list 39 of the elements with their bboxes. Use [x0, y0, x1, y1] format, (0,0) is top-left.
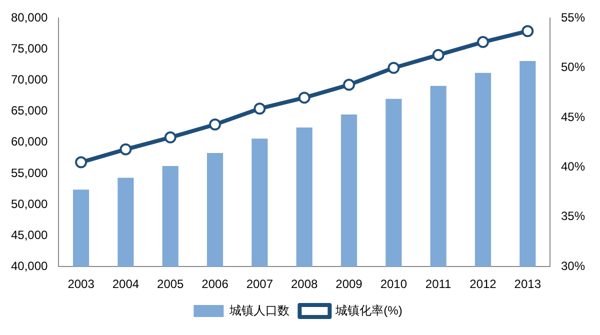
- x-tick-label: 2004: [112, 277, 140, 292]
- point: [254, 102, 266, 115]
- point: [343, 78, 356, 91]
- y-tick-label: 40,000: [11, 258, 48, 273]
- x-tick-label: 2008: [290, 277, 318, 292]
- y2-tick-label: 55%: [560, 10, 586, 25]
- y-tick-label: 45,000: [11, 228, 48, 242]
- x-tick-label: 2003: [68, 277, 95, 292]
- x-tick-label: 2011: [425, 277, 452, 292]
- point: [120, 143, 132, 156]
- point: [164, 131, 176, 144]
- x-tick-label: 2005: [157, 277, 184, 292]
- x-tick-label: 2009: [336, 277, 363, 292]
- y-tick-label: 60,000: [11, 134, 48, 149]
- y2-tick-label: 50%: [560, 60, 586, 74]
- y-tick-label: 55,000: [11, 166, 48, 180]
- point: [476, 36, 489, 48]
- point: [209, 118, 222, 131]
- point: [298, 92, 310, 104]
- point: [388, 62, 400, 74]
- y2-tick-label: 30%: [560, 258, 586, 273]
- y2-tick-label: 35%: [560, 209, 586, 224]
- y2-tick-label: 40%: [560, 160, 586, 174]
- y-tick-label: 70,000: [11, 72, 48, 87]
- x-tick-label: 2006: [202, 277, 229, 292]
- y-tick-label: 75,000: [11, 42, 48, 56]
- x-tick-label: 2010: [380, 277, 408, 292]
- point: [522, 25, 534, 38]
- x-tick-label: 2012: [470, 277, 497, 292]
- y2-tick-label: 45%: [560, 110, 586, 124]
- y-tick-label: 80,000: [11, 10, 48, 25]
- legend-label: 城镇人口数: [228, 303, 290, 318]
- point: [75, 156, 88, 168]
- x-tick-label: 2013: [514, 277, 542, 292]
- y-tick-label: 50,000: [11, 196, 48, 211]
- x-tick-label: 2007: [246, 277, 274, 292]
- y-tick-label: 65,000: [11, 104, 48, 118]
- legend-label: 城镇化率(%): [334, 303, 402, 318]
- point: [432, 48, 444, 61]
